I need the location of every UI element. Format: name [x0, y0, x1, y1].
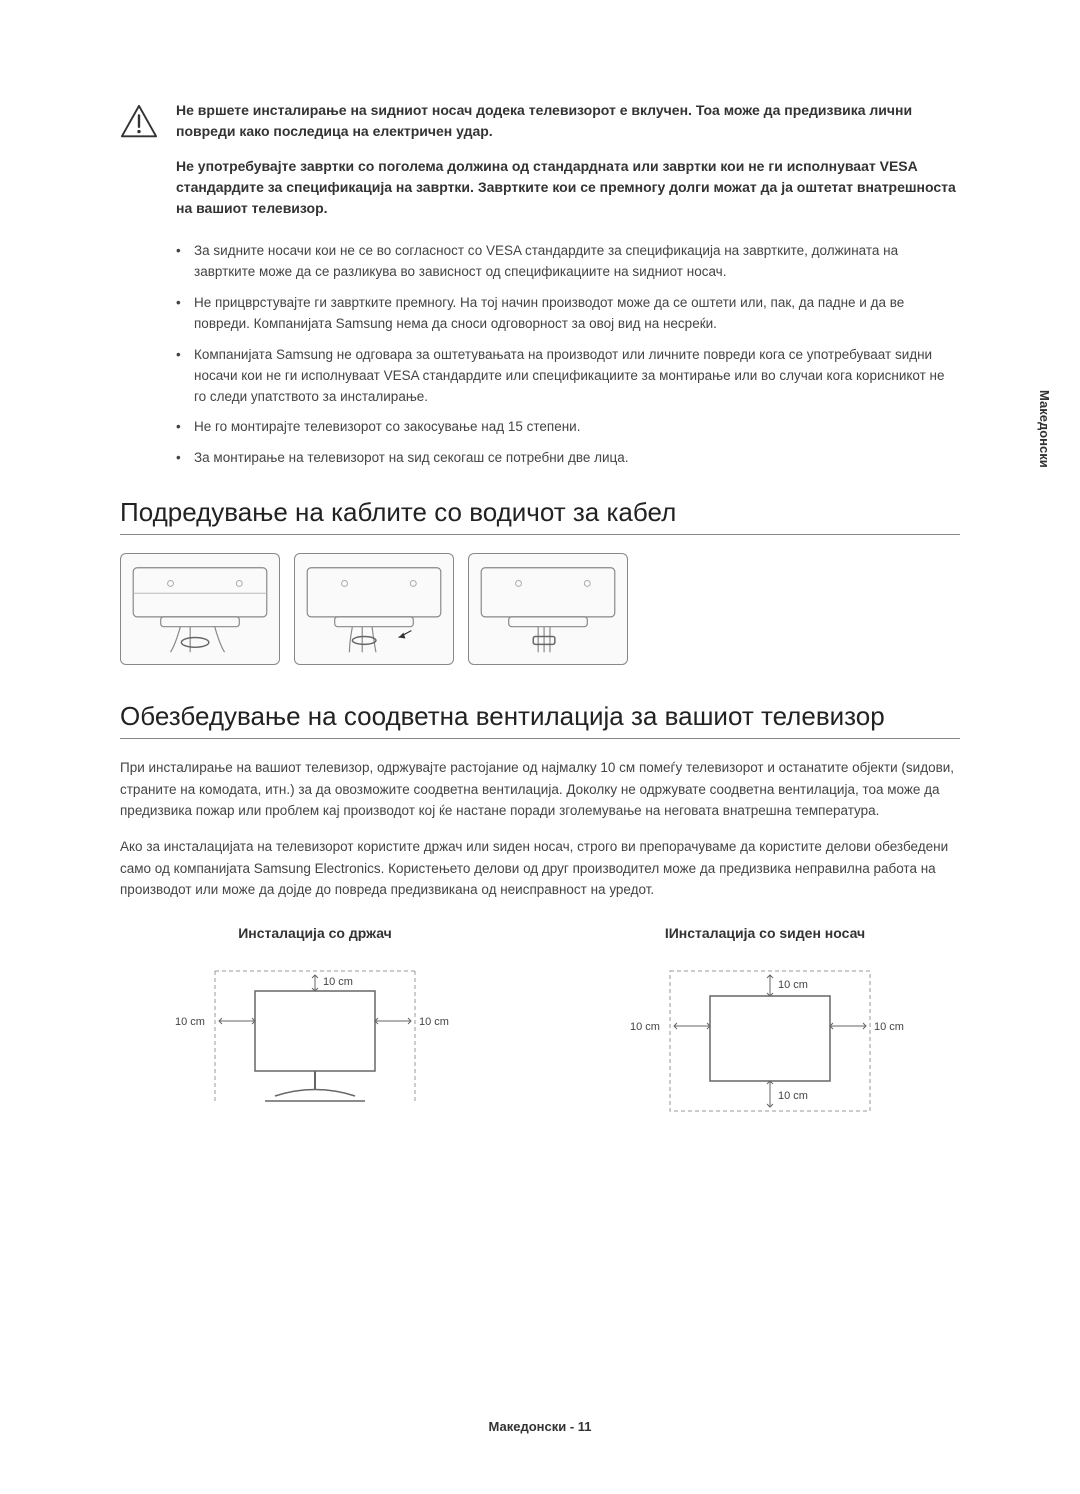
- bullet-item: За монтирање на телевизорот на ѕид секог…: [176, 448, 960, 469]
- figure-3: [468, 553, 628, 665]
- stand-left-label: 10 cm: [175, 1016, 205, 1028]
- wall-top-label: 10 cm: [778, 979, 808, 991]
- bullet-item: Компанијата Samsung не одговара за оштет…: [176, 345, 960, 408]
- stand-right-label: 10 cm: [419, 1016, 449, 1028]
- section2-title: Обезбедување на соодветна вентилација за…: [120, 701, 960, 739]
- stand-diagram: Инсталација со држач 10 cm: [120, 925, 510, 1131]
- stand-top-label: 10 cm: [323, 976, 353, 988]
- wall-right-label: 10 cm: [874, 1021, 904, 1033]
- bullet-item: За ѕидните носачи кои не се во согласнос…: [176, 241, 960, 283]
- wall-diagram: IИнсталација со ѕиден носач 10 cm: [570, 925, 960, 1131]
- stand-diagram-title: Инсталација со држач: [120, 925, 510, 941]
- section1-title: Подредување на каблите со водичот за каб…: [120, 497, 960, 535]
- warning-block: Не вршете инсталирање на ѕидниот носач д…: [120, 100, 960, 233]
- install-diagrams: Инсталација со држач 10 cm: [120, 925, 960, 1131]
- warning-icon: [120, 104, 158, 138]
- wall-bottom-label: 10 cm: [778, 1090, 808, 1102]
- wall-left-label: 10 cm: [630, 1021, 660, 1033]
- page-footer: Македонски - 11: [0, 1419, 1080, 1434]
- side-language-tab: Македонски: [1037, 390, 1052, 468]
- figure-1: [120, 553, 280, 665]
- wall-diagram-title: IИнсталација со ѕиден носач: [570, 925, 960, 941]
- figure-2: [294, 553, 454, 665]
- ventilation-para-1: При инсталирање на вашиот телевизор, одр…: [120, 757, 960, 822]
- bullet-item: Не прицврстувајте ги завртките премногу.…: [176, 293, 960, 335]
- bullet-item: Не го монтирајте телевизорот со закосува…: [176, 417, 960, 438]
- ventilation-para-2: Ако за инсталацијата на телевизорот кори…: [120, 836, 960, 901]
- warning-para-1: Не вршете инсталирање на ѕидниот носач д…: [176, 100, 960, 142]
- cable-guide-figures: [120, 553, 960, 665]
- warning-para-2: Не употребувајте завртки со поголема дол…: [176, 156, 960, 219]
- warning-bullets: За ѕидните носачи кои не се во согласнос…: [176, 241, 960, 469]
